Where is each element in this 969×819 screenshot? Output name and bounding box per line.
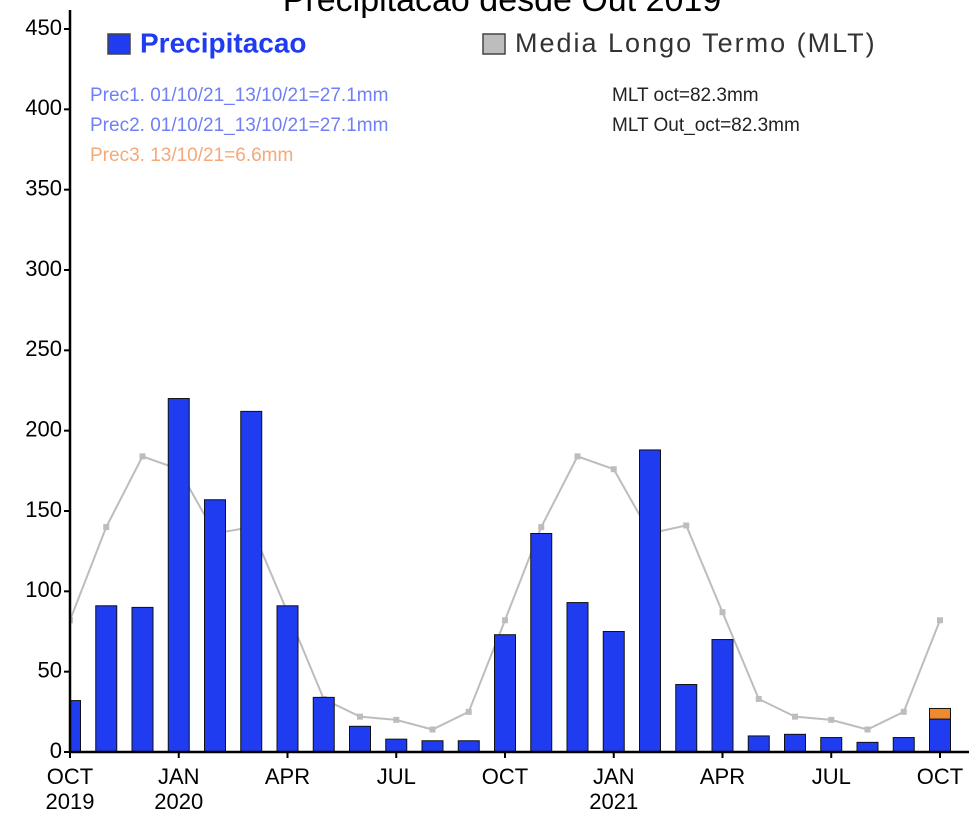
mlt-marker	[610, 466, 617, 473]
mlt-marker	[538, 524, 545, 531]
mlt-marker	[755, 695, 762, 702]
y-tick-label: 0	[50, 738, 62, 763]
y-tick-label: 450	[25, 15, 62, 40]
x-tick-label: JUL	[377, 764, 416, 789]
bar	[240, 410, 263, 752]
bar	[204, 499, 226, 752]
bar	[131, 606, 154, 752]
x-tick-label: JAN	[593, 764, 635, 789]
bar	[95, 605, 118, 752]
mlt-marker	[937, 617, 943, 624]
bar	[602, 631, 625, 752]
bar	[566, 602, 589, 752]
y-tick-label: 200	[25, 416, 62, 441]
bar	[675, 684, 698, 752]
year-label: 2021	[589, 789, 638, 814]
legend-swatch	[107, 33, 131, 55]
x-tick-label: APR	[700, 764, 745, 789]
y-tick-label: 100	[25, 577, 62, 602]
annotation: MLT oct=82.3mm	[612, 85, 759, 106]
bar	[494, 634, 516, 752]
bar	[167, 398, 190, 752]
bar	[70, 700, 81, 752]
legend-label: Precipitacao	[140, 27, 307, 58]
x-tick-label: OCT	[482, 764, 528, 789]
mlt-marker	[429, 726, 436, 733]
y-tick-label: 400	[25, 95, 62, 120]
bar	[457, 740, 480, 752]
annotation: Prec2. 01/10/21_13/10/21=27.1mm	[90, 115, 388, 136]
year-label: 2020	[154, 789, 203, 814]
mlt-marker	[828, 716, 835, 723]
chart-title: Precipitacao desde Out 2019	[283, 0, 722, 19]
bar	[784, 733, 806, 752]
mlt-marker	[900, 708, 907, 715]
bar	[929, 718, 951, 752]
y-tick-label: 250	[25, 336, 62, 361]
mlt-marker	[683, 522, 690, 529]
annotation: Prec3. 13/10/21=6.6mm	[90, 145, 293, 166]
x-tick-label: APR	[265, 764, 310, 789]
legend-swatch	[482, 33, 506, 55]
mlt-marker	[70, 617, 73, 624]
legend-label: Media Longo Termo (MLT)	[515, 28, 877, 58]
x-tick-label: OCT	[917, 764, 963, 789]
bar	[856, 741, 879, 752]
y-tick-label: 50	[38, 657, 62, 682]
year-label: 2019	[46, 789, 95, 814]
y-tick-label: 150	[25, 497, 62, 522]
mlt-marker	[864, 726, 871, 733]
bar	[892, 737, 915, 752]
bar	[711, 639, 734, 752]
bar	[639, 449, 661, 752]
bar	[820, 737, 843, 752]
bar	[349, 725, 371, 752]
bar	[747, 735, 770, 752]
mlt-marker	[139, 453, 146, 460]
plot-area	[70, 398, 951, 752]
bar	[421, 740, 444, 752]
annotation: Prec1. 01/10/21_13/10/21=27.1mm	[90, 85, 388, 106]
bar	[530, 532, 553, 752]
annotation: MLT Out_oct=82.3mm	[612, 115, 800, 136]
mlt-marker	[574, 453, 581, 460]
mlt-marker	[719, 609, 726, 616]
x-tick-label: JAN	[158, 764, 200, 789]
bar	[929, 707, 951, 720]
mlt-marker	[465, 708, 472, 715]
bar	[385, 738, 408, 752]
x-tick-label: JUL	[812, 764, 851, 789]
mlt-marker	[792, 713, 798, 720]
mlt-marker	[502, 617, 508, 624]
bar	[312, 696, 335, 752]
x-tick-label: OCT	[47, 764, 93, 789]
mlt-marker	[103, 524, 110, 531]
bar	[276, 605, 299, 752]
y-tick-label: 350	[25, 175, 62, 200]
mlt-marker	[393, 716, 400, 723]
y-tick-label: 300	[25, 256, 62, 281]
mlt-marker	[357, 713, 363, 720]
